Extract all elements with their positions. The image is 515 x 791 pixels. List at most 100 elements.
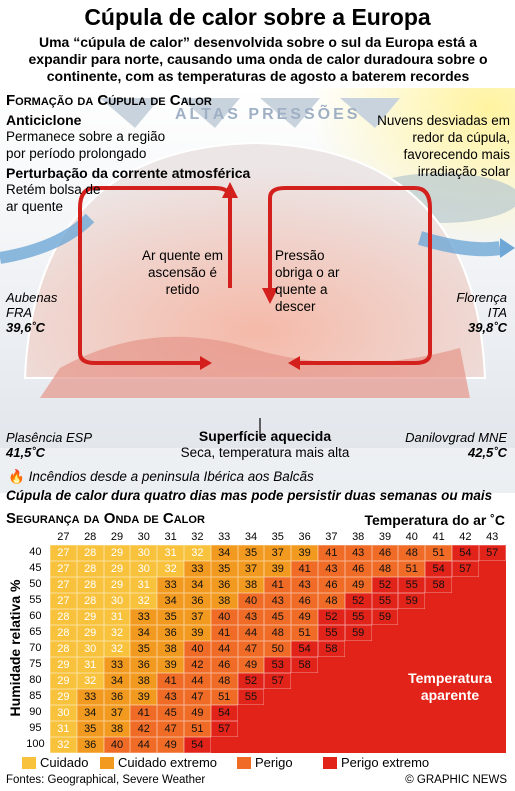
row-label: 80 — [29, 674, 42, 686]
cell: 57 — [478, 545, 506, 561]
cell: 43 — [344, 545, 372, 561]
cell: 48 — [264, 625, 292, 641]
note: Cúpula de calor dura quatro dias mas pod… — [6, 488, 493, 503]
row-label: 40 — [29, 546, 42, 558]
column-label: 32 — [191, 531, 204, 543]
cell: 29 — [76, 625, 104, 641]
cell: 51 — [291, 625, 318, 641]
cell: 30 — [103, 593, 131, 609]
column-label: 43 — [486, 531, 499, 543]
column-label: 30 — [137, 531, 150, 543]
city-name: Aubenas — [6, 290, 57, 305]
cell: 43 — [291, 577, 318, 593]
cell: 51 — [210, 689, 238, 705]
dome-illustration — [0, 88, 515, 493]
cell: 45 — [157, 705, 184, 721]
cell: 46 — [210, 657, 238, 673]
city-temp: 41,5˚C — [6, 445, 46, 460]
row-label: 95 — [29, 722, 42, 734]
cell: 54 — [452, 545, 479, 561]
cell: 47 — [184, 689, 211, 705]
city: Danilovgrad — [405, 430, 475, 445]
cell: 41 — [264, 577, 292, 593]
cell: 59 — [371, 609, 399, 625]
row-label: 90 — [29, 706, 42, 718]
cell: 34 — [103, 673, 131, 689]
cell: 49 — [344, 577, 372, 593]
city-temp: 42,5˚C — [467, 445, 507, 460]
title: Cúpula de calor sobre a Europa — [84, 4, 431, 30]
column-label: 42 — [459, 531, 472, 543]
cell: 31 — [130, 577, 158, 593]
cell: 27 — [50, 593, 77, 609]
cell: 48 — [398, 545, 426, 561]
cell: 39 — [264, 561, 292, 577]
column-label: 39 — [378, 531, 392, 543]
cell: 27 — [50, 545, 77, 561]
pressure-label: ALTAS PRESSÕES — [175, 106, 361, 123]
cell: 58 — [318, 641, 345, 657]
cell: 31 — [76, 657, 104, 673]
cell: 29 — [50, 657, 77, 673]
cell: 39 — [157, 657, 184, 673]
cell: 46 — [371, 545, 399, 561]
fires-text: Incêndios desde a peninsula Ibérica aos … — [28, 469, 314, 484]
cell: 33 — [157, 577, 184, 593]
column-label: 33 — [218, 531, 231, 543]
cell: 39 — [130, 689, 158, 705]
cell: 32 — [103, 625, 131, 641]
column-label: 34 — [244, 531, 258, 543]
cell: 52 — [318, 609, 345, 625]
city-name: Plasência ESP — [6, 430, 92, 445]
cell: 43 — [157, 689, 184, 705]
cell: 34 — [184, 577, 211, 593]
row-label: 100 — [26, 738, 45, 750]
cell: 49 — [184, 705, 211, 721]
cell: 40 — [237, 593, 265, 609]
cell: 40 — [103, 737, 131, 753]
cell: 38 — [103, 721, 131, 737]
cell: 33 — [130, 609, 158, 625]
row-label: 85 — [29, 690, 42, 702]
cell: 57 — [452, 561, 479, 577]
city-label: Florença ITA 39,8˚C — [456, 290, 507, 335]
cell: 32 — [103, 641, 131, 657]
cell: 28 — [76, 577, 104, 593]
cell: 54 — [425, 561, 452, 577]
cell: 41 — [130, 705, 158, 721]
city-name: Florença — [456, 290, 507, 305]
cell: 54 — [291, 641, 318, 657]
fire-icon: 🔥 Incêndios desde a peninsula Ibérica ao… — [8, 469, 314, 484]
table-title: Segurança da Onda de Calor — [6, 510, 205, 527]
legend-swatch — [323, 757, 337, 769]
cell: 54 — [210, 705, 238, 721]
cell: 27 — [50, 577, 77, 593]
legend-label: Perigo — [255, 755, 293, 770]
cell: 32 — [76, 673, 104, 689]
legend-label: Cuidado — [40, 755, 89, 770]
cell: 33 — [184, 561, 211, 577]
sources: Fontes: Geographical, Severe Weather — [6, 774, 206, 786]
cell: 52 — [237, 673, 265, 689]
cell: 51 — [425, 545, 452, 561]
heat-table: 27 28 29 30 31 32 34 35 37 39 41 43 46 48 51 54 57 27 28 29… — [50, 545, 506, 753]
cell: 28 — [50, 641, 77, 657]
cell: 44 — [237, 625, 265, 641]
cell: 55 — [371, 593, 399, 609]
cell: 34 — [157, 593, 184, 609]
cell: 38 — [210, 593, 238, 609]
cell: 30 — [130, 561, 158, 577]
cell: 35 — [210, 561, 238, 577]
cell: 57 — [264, 673, 292, 689]
cell: 55 — [318, 625, 345, 641]
cell: 40 — [210, 609, 238, 625]
cell: 29 — [103, 577, 131, 593]
column-label: 35 — [271, 531, 284, 543]
row-label: 70 — [29, 642, 42, 654]
cell: 29 — [50, 689, 77, 705]
x-label: Temperatura do ar ˚C — [364, 512, 505, 528]
row-label: 45 — [29, 562, 42, 574]
cell: 40 — [184, 641, 211, 657]
sinking-text: Pressão obriga o ar quente a descer — [275, 248, 340, 314]
cell: 28 — [76, 593, 104, 609]
